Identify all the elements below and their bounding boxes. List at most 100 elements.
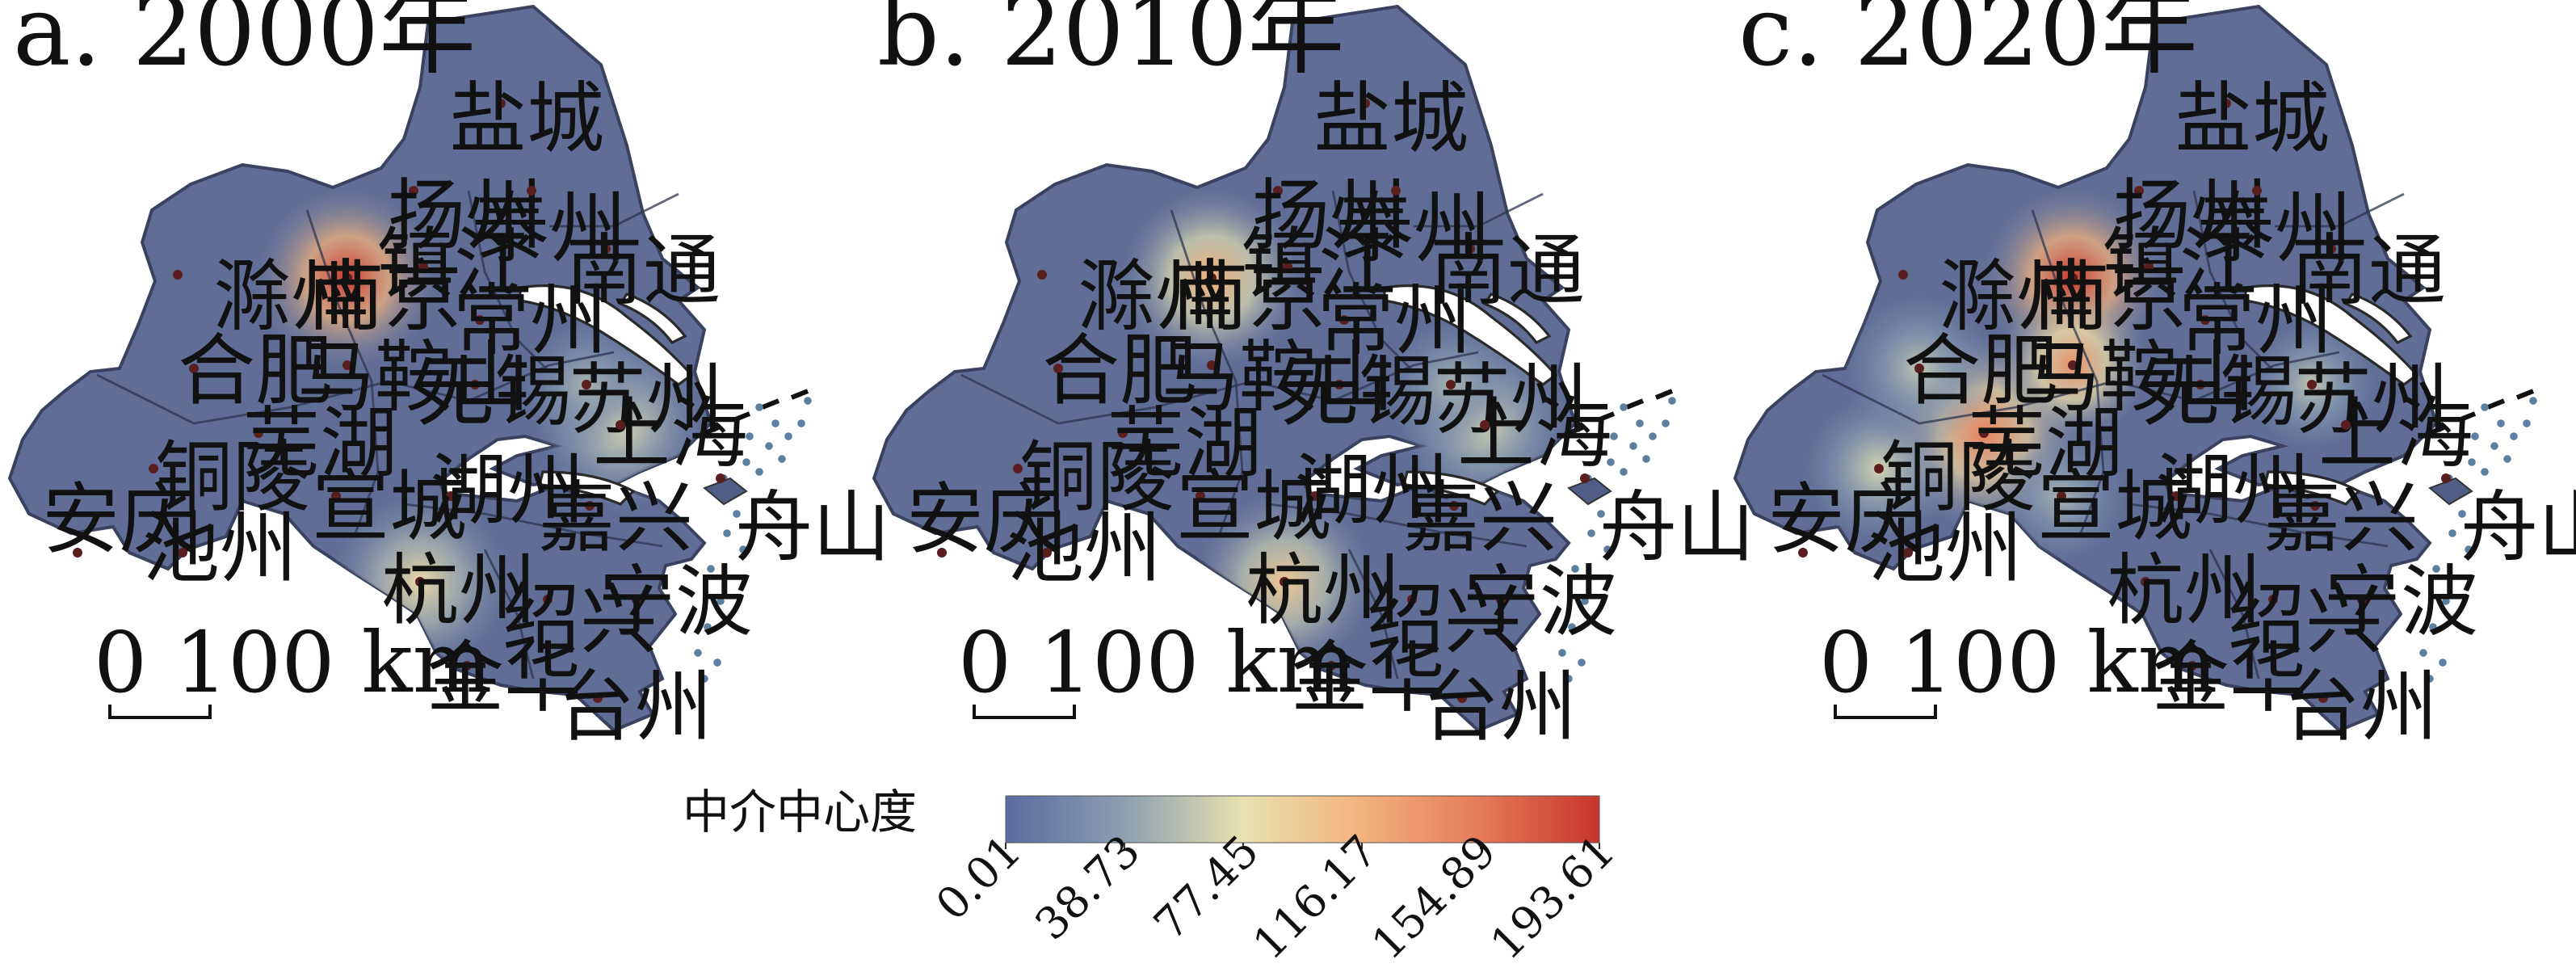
city-dot (342, 360, 352, 370)
city-dot (2326, 244, 2336, 254)
island-dot (2490, 442, 2498, 450)
scale-bar-zero: 0 (958, 613, 1011, 712)
city-label: 无锡 (2142, 347, 2297, 437)
admin-boundary (1414, 192, 1544, 228)
island-dot (742, 458, 750, 466)
city-dot (1207, 360, 1217, 370)
admin-boundary (96, 351, 615, 425)
city-label: 湖州 (1294, 445, 1449, 536)
island-dot (2503, 455, 2511, 463)
city-dot (632, 595, 641, 604)
island-dot (739, 545, 747, 553)
city-dot (2057, 491, 2066, 501)
city-label: 马鞍山 (297, 332, 530, 423)
city-label: 镇江 (1241, 219, 1396, 309)
island-dot (716, 597, 725, 605)
admin-boundary (1331, 190, 1414, 372)
city-dot (1280, 577, 1289, 587)
island-dot (784, 432, 792, 440)
island-dot (2481, 468, 2489, 476)
city-dot (1207, 273, 1217, 283)
city-dot (1449, 501, 1459, 511)
island-dot (2523, 419, 2531, 427)
city-label: 南通 (1430, 225, 1585, 316)
island-dot (704, 623, 712, 631)
river-estuary (519, 284, 694, 386)
city-dot (446, 491, 456, 501)
city-label: 滁州 (1939, 251, 2094, 342)
city-dot (475, 315, 485, 325)
city-label: 金华 (2152, 633, 2307, 723)
island-dot (2529, 397, 2537, 405)
island-dot (1629, 442, 1637, 450)
river-estuary (2263, 470, 2361, 506)
city-dot (2441, 473, 2451, 483)
island-dot (2439, 659, 2447, 667)
city-label: 金华 (427, 633, 582, 723)
island-dot (2481, 403, 2489, 411)
island-dot (1607, 458, 1615, 466)
city-label: 上海 (1457, 389, 1612, 479)
island-dot (2468, 458, 2476, 466)
city-label: 绍兴 (1367, 574, 1522, 665)
city-dot (2268, 595, 2278, 604)
island-dot (2432, 565, 2440, 573)
city-dot (1196, 491, 1205, 501)
city-dot (1798, 548, 1808, 558)
city-dot (496, 99, 506, 108)
island-dot (797, 419, 805, 427)
legend-tick-label: 193.61 (1481, 826, 1624, 970)
city-dot (149, 464, 158, 473)
city-dot (1042, 548, 1052, 558)
city-dot (1360, 99, 1370, 108)
city-label: 镇江 (376, 219, 532, 309)
scale-bar-distance: 100 km (1900, 613, 2217, 712)
city-label: 池州 (142, 503, 297, 594)
city-dot (2307, 380, 2317, 389)
map-panel: a. 2000年盐城扬州泰州南通 滁州南京镇江常州合肥马鞍山无锡苏州上海 芜湖铜陵宣… (7, 0, 890, 752)
island-dot (2465, 545, 2473, 553)
island-dot (1668, 397, 1676, 405)
city-dot (1334, 380, 1344, 389)
city-dot (1898, 270, 1908, 280)
admin-boundary (403, 503, 663, 548)
city-dot (2144, 262, 2154, 271)
city-label: 金华 (1291, 633, 1446, 723)
map-panel: b. 2010年盐城扬州泰州南通 滁州南京镇江常州合肥马鞍山无锡苏州上海 芜湖铜陵宣… (872, 0, 1754, 752)
island-dot (778, 455, 786, 463)
scale-bar: 0 100 km (958, 613, 1356, 719)
city-label: 镇江 (2102, 219, 2257, 309)
city-dot (1580, 473, 1590, 483)
island-dot (755, 468, 763, 476)
island-dot (1587, 529, 1595, 537)
city-label: 池州 (1006, 503, 1162, 594)
city-dot (1283, 262, 1292, 271)
city-label: 泰州 (1336, 183, 1491, 274)
island-dot (771, 419, 780, 427)
city-dot (1480, 420, 1490, 430)
city-dot (1446, 380, 1456, 389)
city-dot (2187, 661, 2197, 671)
city-dot (1874, 464, 1884, 473)
city-dot (601, 244, 611, 254)
city-label: 滁州 (1078, 251, 1233, 342)
city-label: 南通 (2291, 225, 2446, 316)
city-label: 常州 (1317, 276, 1472, 366)
city-dot (189, 364, 199, 373)
city-dot (415, 577, 425, 587)
island-dot (804, 397, 812, 405)
city-dot (1326, 661, 1336, 671)
scale-bar: 0 100 km (94, 613, 492, 719)
city-dot (2357, 595, 2367, 604)
river-estuary (1383, 284, 1558, 386)
city-label: 南京 (307, 251, 462, 342)
city-label: 扬州 (1252, 170, 1407, 261)
city-label: 苏州 (2294, 355, 2449, 445)
island-dot (2419, 649, 2427, 657)
city-dot (527, 186, 536, 196)
admin-boundary (483, 549, 535, 680)
city-label: 湖州 (2155, 445, 2310, 536)
scale-bar-distance: 100 km (174, 613, 492, 712)
admin-boundary (2192, 190, 2276, 372)
